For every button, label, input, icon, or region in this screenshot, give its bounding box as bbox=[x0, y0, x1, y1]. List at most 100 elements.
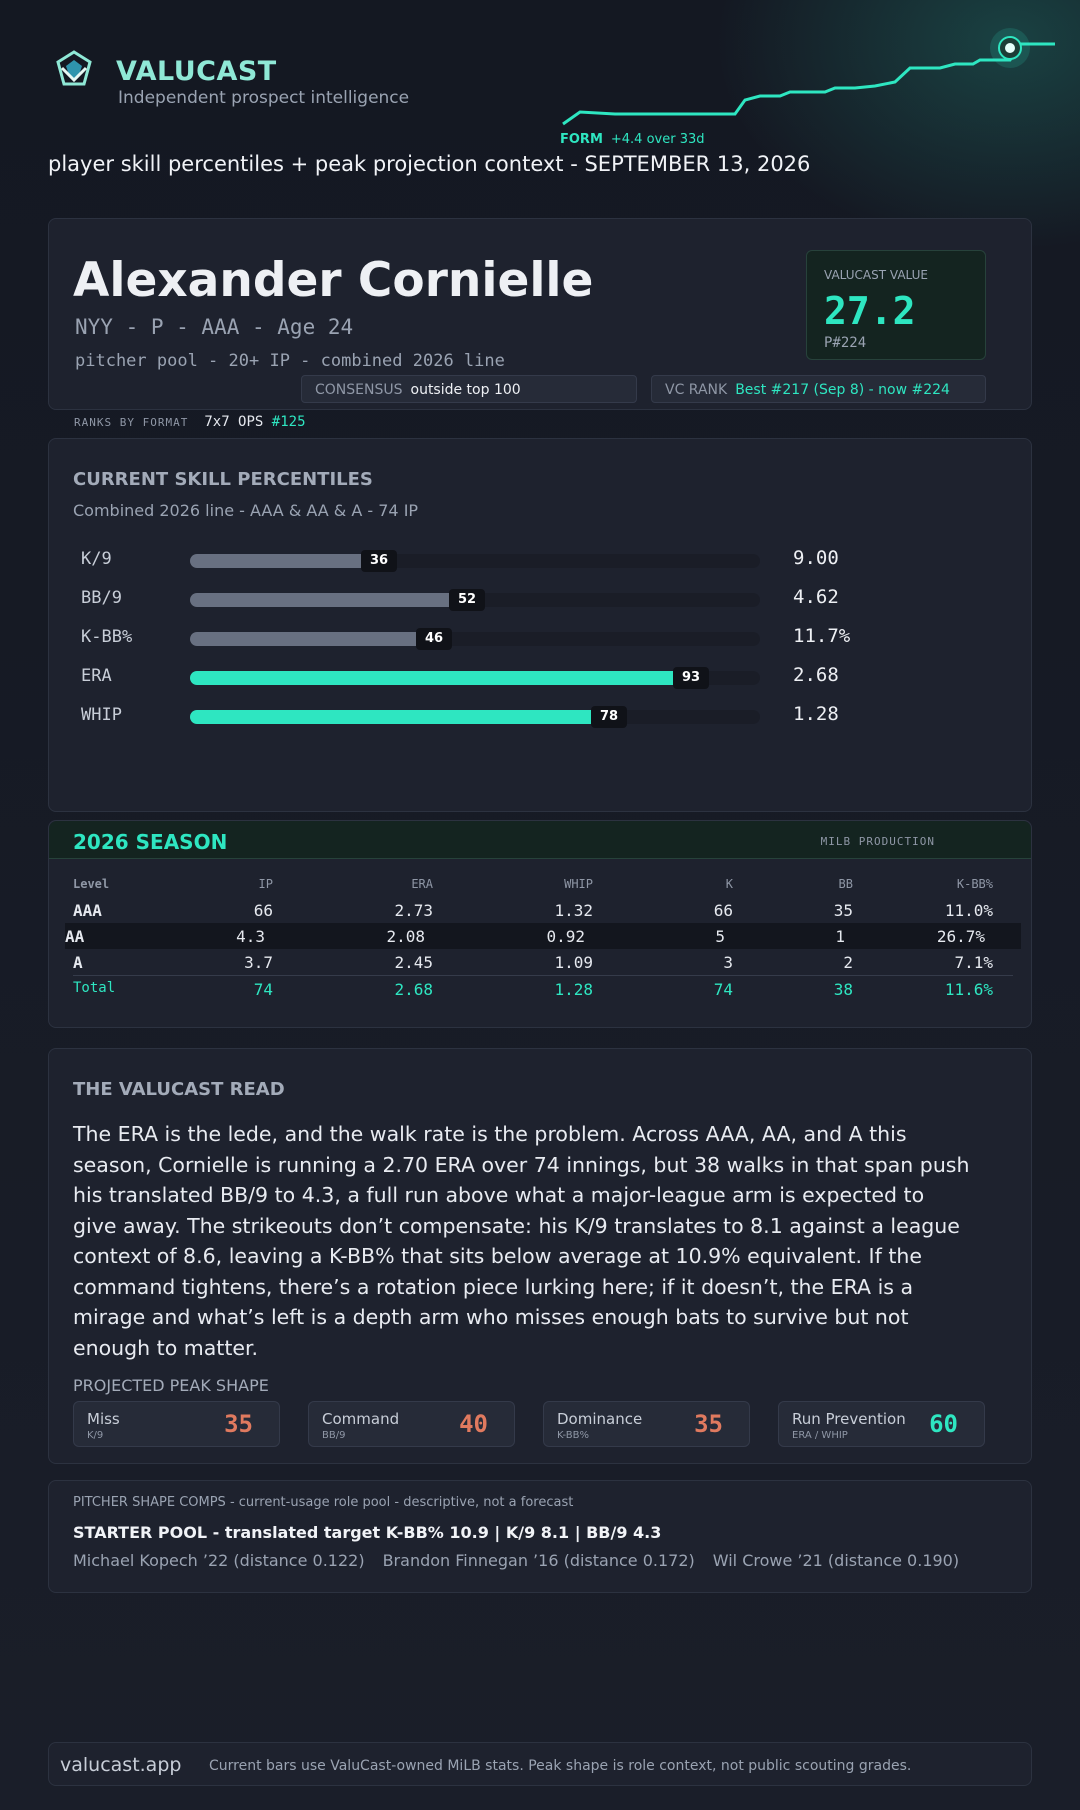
value-number: 27.2 bbox=[824, 289, 916, 333]
skill-value: 4.62 bbox=[793, 586, 839, 608]
peak-sub: BB/9 bbox=[322, 1430, 346, 1441]
form-endpoint-marker bbox=[998, 36, 1022, 60]
table-cell: 0.92 bbox=[546, 927, 585, 946]
peak-value: 35 bbox=[224, 1410, 253, 1438]
peak-value: 40 bbox=[459, 1410, 488, 1438]
season-tag: MILB PRODUCTION bbox=[820, 835, 935, 848]
peak-shape-box: Run Prevention ERA / WHIP 60 bbox=[778, 1401, 985, 1447]
skills-subtitle: Combined 2026 line - AAA & AA & A - 74 I… bbox=[73, 501, 419, 520]
skill-value: 9.00 bbox=[793, 547, 839, 569]
peak-shape-box: Command BB/9 40 bbox=[308, 1401, 515, 1447]
skill-bar-fill bbox=[190, 554, 387, 568]
footer-site-link[interactable]: valucast.app bbox=[60, 1754, 182, 1776]
skills-title: CURRENT SKILL PERCENTILES bbox=[73, 469, 373, 490]
skill-row: ERA 93 2.68 bbox=[81, 664, 981, 690]
table-cell: K-BB% bbox=[956, 877, 993, 891]
skill-percentiles-card: CURRENT SKILL PERCENTILES Combined 2026 … bbox=[48, 438, 1032, 812]
skill-value: 2.68 bbox=[793, 664, 839, 686]
skill-bar-fill bbox=[190, 593, 475, 607]
footer: valucast.app Current bars use ValuCast-o… bbox=[48, 1742, 1032, 1786]
table-cell: 66 bbox=[253, 901, 273, 920]
peak-shape-title: PROJECTED PEAK SHAPE bbox=[73, 1376, 269, 1395]
table-total-row: Total 74 2.68 1.28 74 38 11.6% bbox=[73, 975, 1013, 1001]
table-cell: AAA bbox=[73, 901, 102, 920]
comps-target: STARTER POOL - translated target K-BB% 1… bbox=[73, 1523, 662, 1542]
table-cell: BB bbox=[838, 877, 853, 891]
table-cell: A bbox=[73, 953, 83, 972]
table-cell: 11.6% bbox=[944, 980, 993, 999]
season-title: 2026 SEASON bbox=[73, 830, 228, 854]
pitcher-comps-card: PITCHER SHAPE COMPS - current-usage role… bbox=[48, 1480, 1032, 1593]
skill-bar-fill bbox=[190, 710, 617, 724]
table-cell: 3 bbox=[723, 953, 733, 972]
comp-item: Brandon Finnegan ’16 (distance 0.172) bbox=[382, 1551, 695, 1570]
read-body: The ERA is the lede, and the walk rate i… bbox=[73, 1122, 970, 1360]
table-cell: Total bbox=[73, 980, 116, 996]
table-cell: 7.1% bbox=[954, 953, 993, 972]
form-sparkline bbox=[562, 28, 1055, 126]
table-cell: ERA bbox=[411, 877, 433, 891]
table-cell: IP bbox=[258, 877, 273, 891]
player-meta: NYY - P - AAA - Age 24 bbox=[75, 315, 354, 339]
season-card: 2026 SEASON MILB PRODUCTION Level IP ERA WH… bbox=[48, 820, 1032, 1028]
table-cell: 35 bbox=[833, 901, 853, 920]
skill-row: BB/9 52 4.62 bbox=[81, 586, 981, 612]
comps-list: Michael Kopech ’22 (distance 0.122) Brand… bbox=[73, 1551, 977, 1570]
table-cell: 1 bbox=[835, 927, 845, 946]
table-cell: 66 bbox=[713, 901, 733, 920]
table-cell: AA bbox=[65, 927, 85, 946]
table-header-row: Level IP ERA WHIP K BB K-BB% bbox=[73, 871, 1013, 897]
player-card: Alexander Cornielle NYY - P - AAA - Age … bbox=[48, 218, 1032, 410]
skill-percentile-badge: 78 bbox=[591, 706, 627, 728]
skill-bar-fill bbox=[190, 671, 699, 685]
skill-name: ERA bbox=[81, 666, 112, 686]
peak-value: 35 bbox=[694, 1410, 723, 1438]
table-cell: 1.28 bbox=[554, 980, 593, 999]
table-cell: 2.68 bbox=[394, 980, 433, 999]
table-cell: K bbox=[725, 877, 733, 891]
skill-row: WHIP 78 1.28 bbox=[81, 703, 981, 729]
skill-name: K/9 bbox=[81, 549, 112, 569]
skill-name: BB/9 bbox=[81, 588, 122, 608]
table-cell: 5 bbox=[715, 927, 725, 946]
skill-row: K-BB% 46 11.7% bbox=[81, 625, 981, 651]
vc-rank-pill: VC RANK Best #217 (Sep 8) - now #224 bbox=[651, 375, 986, 403]
brand-name: VALUCAST bbox=[116, 56, 277, 87]
skill-bar-track: 46 bbox=[190, 628, 760, 650]
peak-value: 60 bbox=[929, 1410, 958, 1438]
table-cell: 74 bbox=[713, 980, 733, 999]
skill-value: 1.28 bbox=[793, 703, 839, 725]
skill-bar-track: 36 bbox=[190, 550, 760, 572]
peak-sub: K/9 bbox=[87, 1430, 104, 1441]
page-subtitle: player skill percentiles + peak projecti… bbox=[48, 152, 811, 176]
skill-bar-fill bbox=[190, 632, 442, 646]
skill-percentile-badge: 46 bbox=[416, 628, 452, 650]
table-cell: 4.3 bbox=[236, 927, 265, 946]
form-change: +4.4 over 33d bbox=[610, 132, 705, 147]
player-pool: pitcher pool - 20+ IP - combined 2026 li… bbox=[75, 351, 505, 371]
peak-name: Command bbox=[322, 1410, 400, 1428]
peak-sub: ERA / WHIP bbox=[792, 1430, 848, 1441]
table-row: AAA 66 2.73 1.32 66 35 11.0% bbox=[73, 897, 1013, 923]
table-cell: 2.73 bbox=[394, 901, 433, 920]
table-cell: 2.45 bbox=[394, 953, 433, 972]
player-name: Alexander Cornielle bbox=[73, 253, 594, 308]
peak-name: Miss bbox=[87, 1410, 120, 1428]
table-cell: 74 bbox=[253, 980, 273, 999]
skill-percentile-badge: 52 bbox=[449, 589, 485, 611]
table-cell: WHIP bbox=[564, 877, 593, 891]
valucast-read-card: THE VALUCAST READ The ERA is the lede, a… bbox=[48, 1048, 1032, 1464]
peak-shape-box: Dominance K-BB% 35 bbox=[543, 1401, 750, 1447]
comps-header: PITCHER SHAPE COMPS - current-usage role… bbox=[73, 1495, 574, 1510]
peak-sub: K-BB% bbox=[557, 1430, 589, 1441]
read-title: THE VALUCAST READ bbox=[73, 1079, 285, 1100]
skill-name: K-BB% bbox=[81, 627, 133, 647]
form-label: FORM +4.4 over 33d bbox=[560, 132, 705, 147]
table-cell: 1.32 bbox=[554, 901, 593, 920]
peak-shape-box: Miss K/9 35 bbox=[73, 1401, 280, 1447]
valucast-logo-icon bbox=[56, 50, 92, 86]
skill-name: WHIP bbox=[81, 705, 122, 725]
table-cell: 3.7 bbox=[244, 953, 273, 972]
table-row: A 3.7 2.45 1.09 3 2 7.1% bbox=[73, 949, 1013, 975]
consensus-pill: CONSENSUS outside top 100 bbox=[301, 375, 637, 403]
